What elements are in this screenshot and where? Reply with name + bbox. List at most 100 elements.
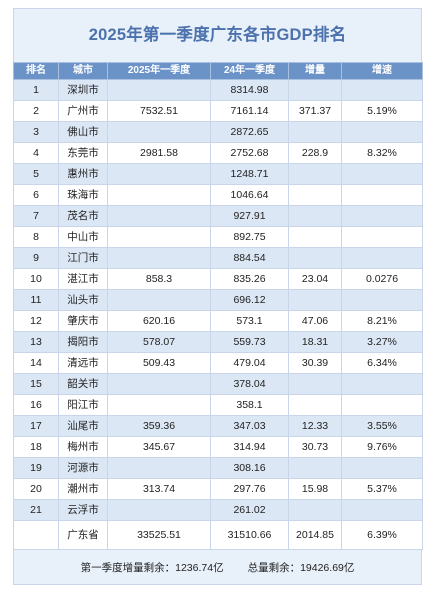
growth-rate xyxy=(341,247,423,269)
q1-2024-value: 1248.71 xyxy=(210,163,289,185)
city-cell: 云浮市 xyxy=(58,499,108,521)
city-cell: 肇庆市 xyxy=(58,310,108,332)
rank-cell: 17 xyxy=(13,415,59,437)
city-cell: 揭阳市 xyxy=(58,331,108,353)
increase-value xyxy=(288,79,342,101)
growth-rate: 3.27% xyxy=(341,331,423,353)
q1-2024-value: 358.1 xyxy=(210,394,289,416)
q1-2025-value: 620.16 xyxy=(107,310,211,332)
q1-2025-value xyxy=(107,163,211,185)
city-cell: 惠州市 xyxy=(58,163,108,185)
header-rank: 排名 xyxy=(13,62,59,80)
table-row: 20 潮州市 313.74 297.76 15.98 5.37% xyxy=(13,478,423,500)
rank-cell: 5 xyxy=(13,163,59,185)
growth-rate xyxy=(341,457,423,479)
table-header-row: 排名 城市 2025年一季度 24年一季度 增量 增速 xyxy=(13,62,423,80)
increase-value xyxy=(288,289,342,311)
increase-value: 12.33 xyxy=(288,415,342,437)
table-row: 3 佛山市 2872.65 xyxy=(13,121,423,143)
q1-2025-value xyxy=(107,226,211,248)
q1-2024-value: 696.12 xyxy=(210,289,289,311)
q1-2025-value: 509.43 xyxy=(107,352,211,374)
growth-rate-total: 6.39% xyxy=(341,520,423,550)
city-cell: 东莞市 xyxy=(58,142,108,164)
province-cell: 广东省 xyxy=(58,520,108,550)
city-cell: 阳江市 xyxy=(58,394,108,416)
q1-2025-value: 578.07 xyxy=(107,331,211,353)
growth-rate: 6.34% xyxy=(341,352,423,374)
growth-rate xyxy=(341,79,423,101)
growth-rate xyxy=(341,121,423,143)
city-cell: 广州市 xyxy=(58,100,108,122)
city-cell: 汕尾市 xyxy=(58,415,108,437)
table-header: 排名 城市 2025年一季度 24年一季度 增量 增速 xyxy=(13,62,423,80)
q1-2024-total: 31510.66 xyxy=(210,520,289,550)
q1-2024-value: 261.02 xyxy=(210,499,289,521)
city-cell: 潮州市 xyxy=(58,478,108,500)
growth-rate xyxy=(341,184,423,206)
header-q1-2025: 2025年一季度 xyxy=(107,62,211,80)
q1-2025-value xyxy=(107,394,211,416)
rank-cell: 16 xyxy=(13,394,59,416)
increase-value xyxy=(288,205,342,227)
growth-rate xyxy=(341,373,423,395)
increase-value xyxy=(288,457,342,479)
q1-2024-value: 927.91 xyxy=(210,205,289,227)
table-row: 10 湛江市 858.3 835.26 23.04 0.0276 xyxy=(13,268,423,290)
rank-cell: 14 xyxy=(13,352,59,374)
q1-2024-value: 892.75 xyxy=(210,226,289,248)
increase-value: 47.06 xyxy=(288,310,342,332)
city-cell: 佛山市 xyxy=(58,121,108,143)
q1-2024-value: 2752.68 xyxy=(210,142,289,164)
growth-rate xyxy=(341,226,423,248)
rank-cell: 21 xyxy=(13,499,59,521)
rank-cell: 3 xyxy=(13,121,59,143)
increase-value xyxy=(288,394,342,416)
q1-2025-value: 7532.51 xyxy=(107,100,211,122)
q1-2025-value xyxy=(107,499,211,521)
q1-2025-value: 858.3 xyxy=(107,268,211,290)
increase-value xyxy=(288,247,342,269)
q1-2025-value xyxy=(107,457,211,479)
increase-value: 15.98 xyxy=(288,478,342,500)
city-cell: 河源市 xyxy=(58,457,108,479)
increase-value xyxy=(288,163,342,185)
city-cell: 韶关市 xyxy=(58,373,108,395)
rank-cell: 12 xyxy=(13,310,59,332)
summary-footer: 第一季度增量剩余：1236.74亿 总量剩余：19426.69亿 xyxy=(13,550,422,585)
growth-rate xyxy=(341,289,423,311)
table-row: 14 清远市 509.43 479.04 30.39 6.34% xyxy=(13,352,423,374)
total-row: 广东省 33525.51 31510.66 2014.85 6.39% xyxy=(13,520,423,550)
city-cell: 清远市 xyxy=(58,352,108,374)
table-row: 17 汕尾市 359.36 347.03 12.33 3.55% xyxy=(13,415,423,437)
city-cell: 深圳市 xyxy=(58,79,108,101)
table-row: 9 江门市 884.54 xyxy=(13,247,423,269)
q1-2024-value: 1046.64 xyxy=(210,184,289,206)
table-row: 12 肇庆市 620.16 573.1 47.06 8.21% xyxy=(13,310,423,332)
growth-rate xyxy=(341,499,423,521)
q1-2025-value xyxy=(107,373,211,395)
increase-value: 371.37 xyxy=(288,100,342,122)
table-row: 5 惠州市 1248.71 xyxy=(13,163,423,185)
q1-2025-value: 313.74 xyxy=(107,478,211,500)
rank-cell: 4 xyxy=(13,142,59,164)
rank-cell: 18 xyxy=(13,436,59,458)
growth-rate: 3.55% xyxy=(341,415,423,437)
table-row: 18 梅州市 345.67 314.94 30.73 9.76% xyxy=(13,436,423,458)
city-cell: 汕头市 xyxy=(58,289,108,311)
total-remaining: 总量剩余：19426.69亿 xyxy=(247,561,355,574)
increase-value xyxy=(288,226,342,248)
q1-2025-total: 33525.51 xyxy=(107,520,211,550)
rank-cell xyxy=(13,520,59,550)
q1-2025-value xyxy=(107,289,211,311)
q1-2025-value: 345.67 xyxy=(107,436,211,458)
table-row: 16 阳江市 358.1 xyxy=(13,394,423,416)
q1-2025-value: 2981.58 xyxy=(107,142,211,164)
increase-value: 30.39 xyxy=(288,352,342,374)
city-cell: 江门市 xyxy=(58,247,108,269)
growth-rate: 8.32% xyxy=(341,142,423,164)
rank-cell: 8 xyxy=(13,226,59,248)
table-row: 1 深圳市 8314.98 xyxy=(13,79,423,101)
header-city: 城市 xyxy=(58,62,108,80)
city-cell: 珠海市 xyxy=(58,184,108,206)
